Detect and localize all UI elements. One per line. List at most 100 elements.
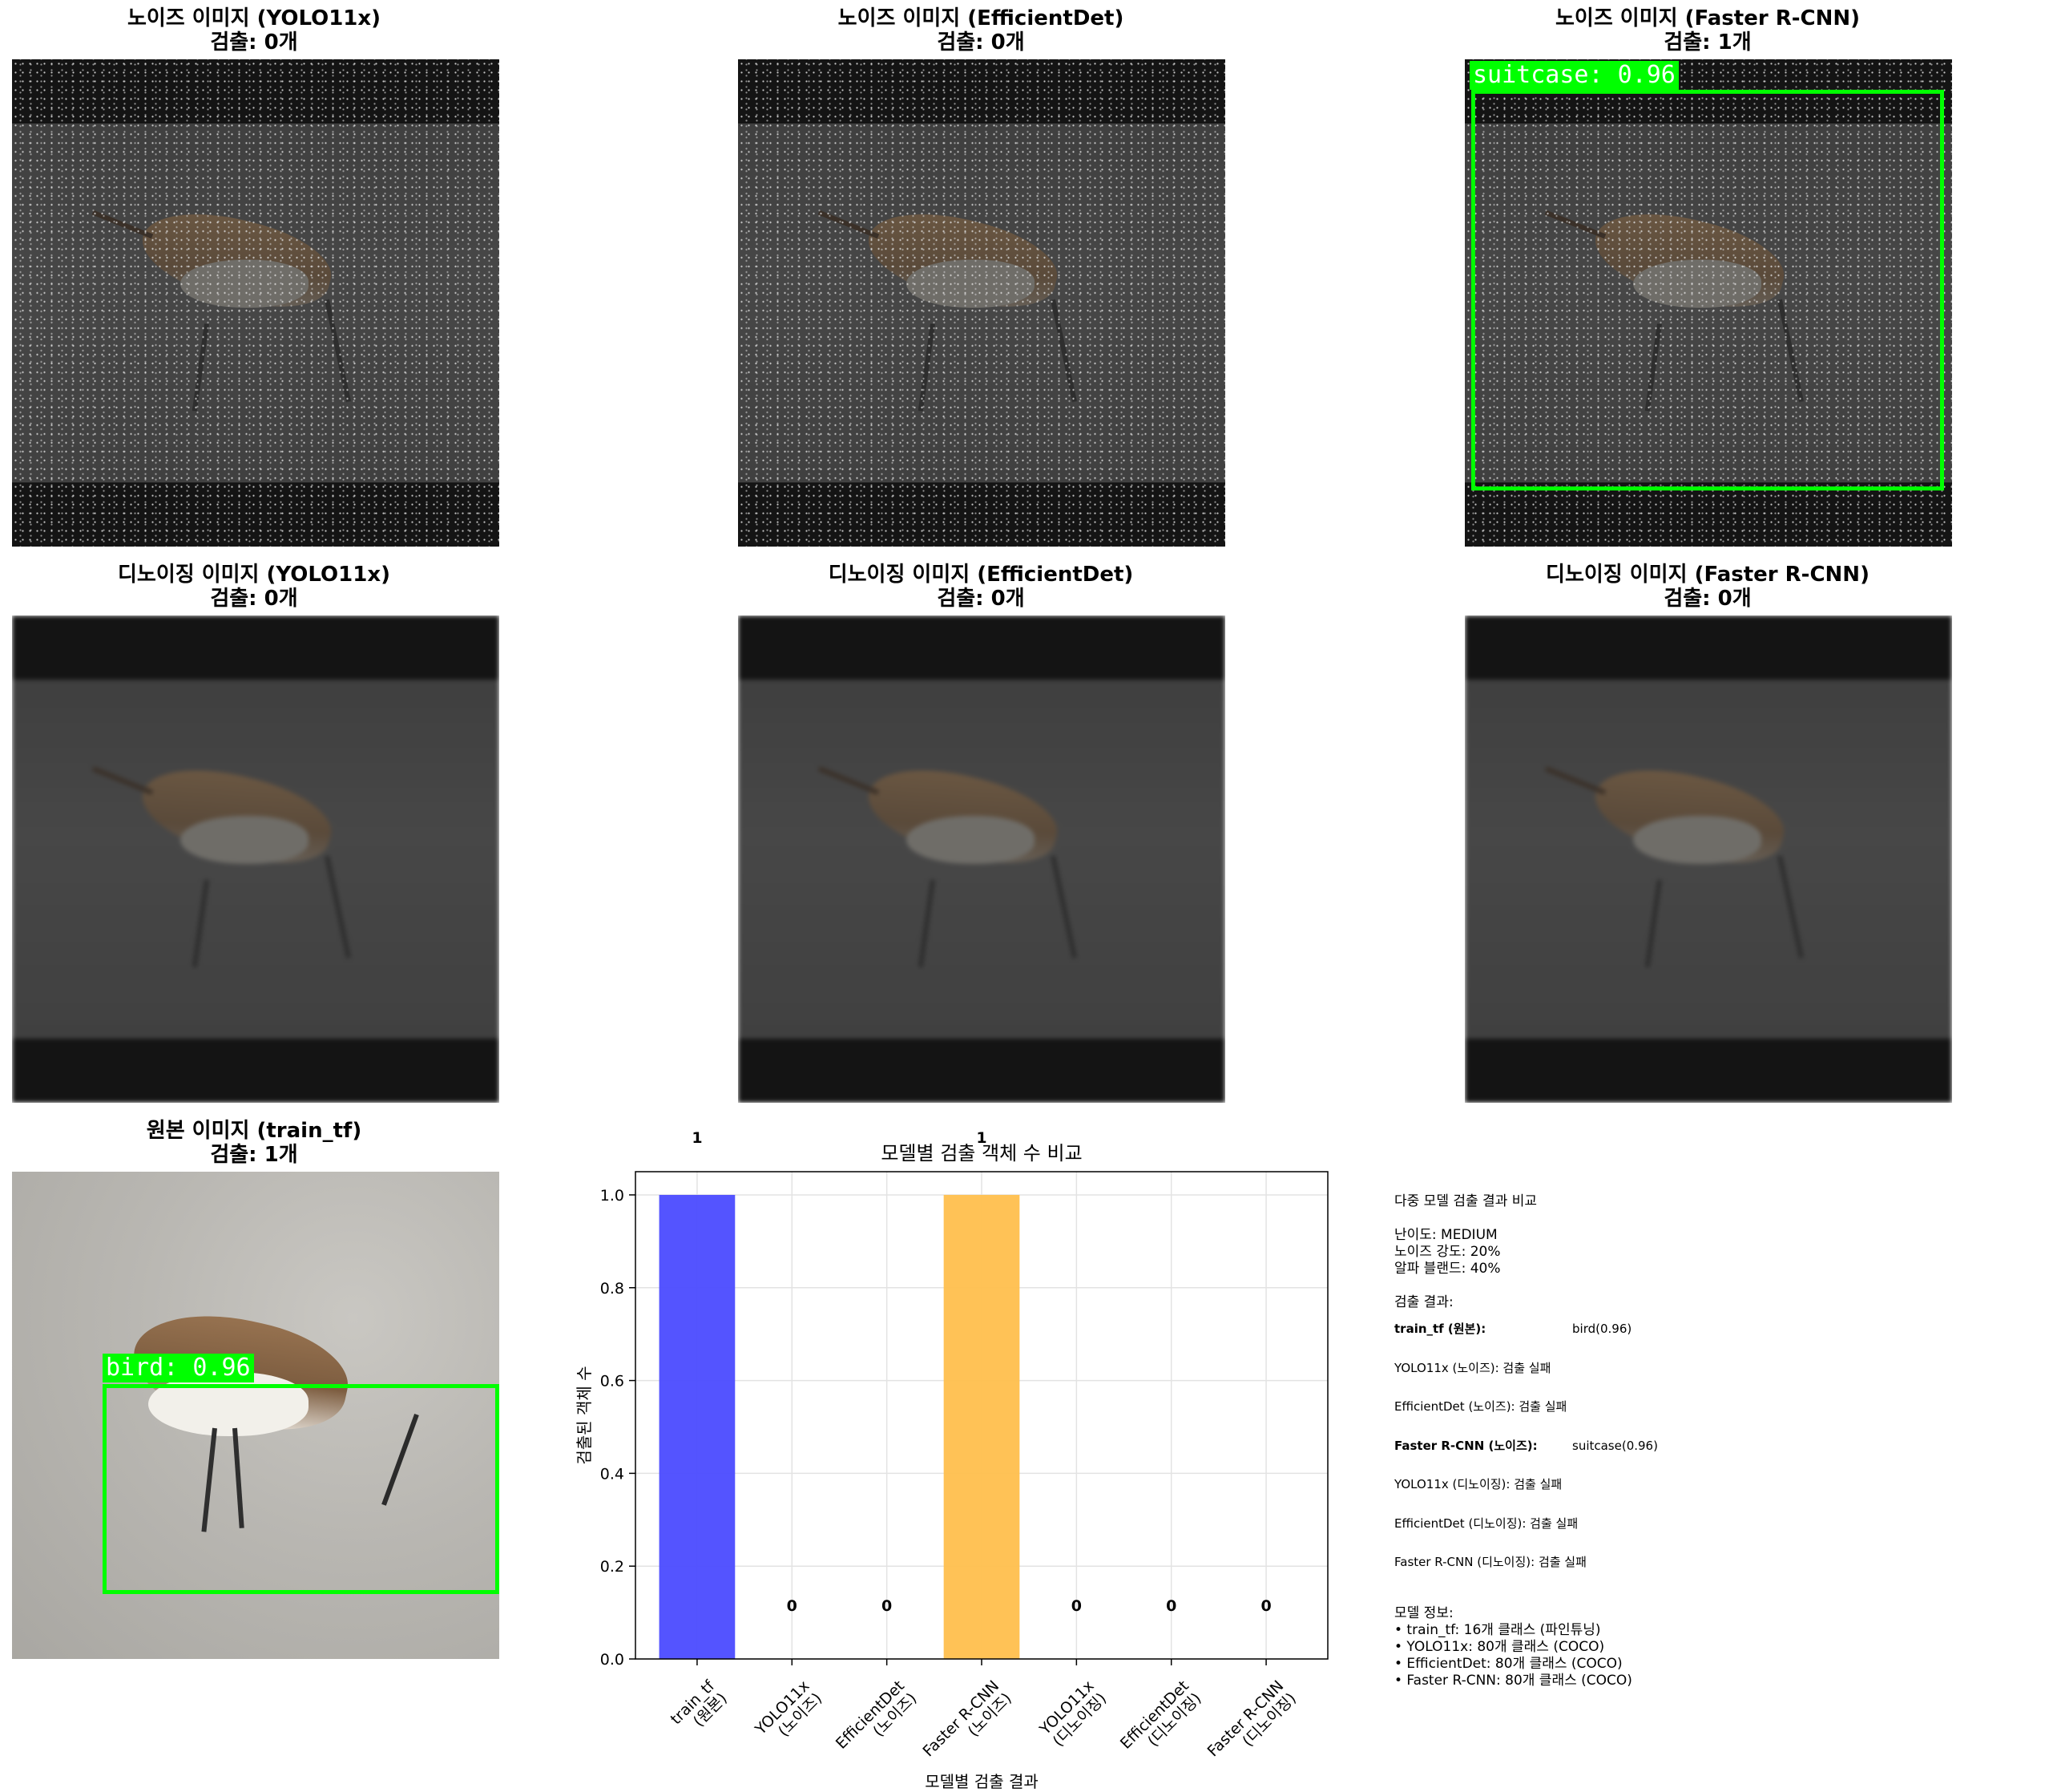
title-line: 노이즈 이미지 (Faster R-CNN) bbox=[1419, 6, 1996, 30]
x-tick-label-line: YOLO11x bbox=[1036, 1677, 1098, 1739]
y-tick-label: 0.4 bbox=[600, 1465, 624, 1483]
subtitle-line: 검출: 1개 bbox=[1419, 30, 1996, 54]
y-tick-label: 0.8 bbox=[600, 1280, 624, 1298]
subtitle-line: 검출: 1개 bbox=[0, 1143, 543, 1167]
info-difficulty: 난이도: MEDIUM bbox=[1394, 1227, 1498, 1244]
image-noise-efficientdet bbox=[738, 59, 1225, 547]
info-model-1: • YOLO11x: 80개 클래스 (COCO) bbox=[1394, 1639, 1604, 1656]
x-tick-label: EfficientDet(디노이징) bbox=[1117, 1677, 1205, 1766]
x-tick-label-line: (디노이징) bbox=[1239, 1689, 1299, 1750]
info-model-0: • train_tf: 16개 클래스 (파인튜닝) bbox=[1394, 1622, 1601, 1639]
info-model-2: • EfficientDet: 80개 클래스 (COCO) bbox=[1394, 1656, 1623, 1673]
bird-leg bbox=[1777, 855, 1804, 958]
x-tick-label-line: YOLO11x bbox=[752, 1677, 813, 1739]
info-result-value: bird(0.96) bbox=[1572, 1321, 1632, 1338]
bird-beak bbox=[1545, 766, 1606, 795]
info-heading: 다중 모델 검출 결과 비교 bbox=[1394, 1193, 1537, 1210]
bar bbox=[944, 1195, 1020, 1659]
x-tick-label: train_tf(원본) bbox=[668, 1677, 732, 1741]
panel-title-denoise-fasterrcnn: 디노이징 이미지 (Faster R-CNN) 검출: 0개 bbox=[1419, 563, 1996, 611]
image-noise-fasterrcnn: suitcase: 0.96 bbox=[1465, 59, 1952, 547]
info-result-label: Faster R-CNN (노이즈): bbox=[1394, 1438, 1538, 1455]
subtitle-line: 검출: 0개 bbox=[1419, 587, 1996, 611]
title-line: 디노이징 이미지 (Faster R-CNN) bbox=[1419, 563, 1996, 587]
panel-title-original: 원본 이미지 (train_tf) 검출: 1개 bbox=[0, 1119, 543, 1167]
title-line: 노이즈 이미지 (EfficientDet) bbox=[692, 6, 1269, 30]
bird-leg bbox=[192, 880, 209, 968]
bar-value-label: 0 bbox=[881, 1597, 892, 1615]
title-line: 노이즈 이미지 (YOLO11x) bbox=[0, 6, 543, 30]
x-tick-label-line: (노이즈) bbox=[869, 1689, 920, 1740]
x-tick-label: Faster R-CNN(디노이징) bbox=[1204, 1677, 1300, 1773]
chart-ylabel: 검출된 객체 수 bbox=[575, 1366, 594, 1464]
y-tick-label: 0.6 bbox=[600, 1373, 624, 1390]
info-model-heading: 모델 정보: bbox=[1394, 1605, 1454, 1622]
x-tick-label-line: Faster R-CNN bbox=[920, 1677, 1003, 1761]
letterbox-band bbox=[738, 1039, 1225, 1103]
info-result-label: EfficientDet (디노이징): 검출 실패 bbox=[1394, 1516, 1578, 1532]
bird-scene bbox=[12, 615, 499, 1103]
bar-value-label: 0 bbox=[787, 1597, 797, 1615]
info-result-label: EfficientDet (노이즈): 검출 실패 bbox=[1394, 1398, 1567, 1415]
panel-title-noise-yolo: 노이즈 이미지 (YOLO11x) 검출: 0개 bbox=[0, 6, 543, 54]
letterbox-band bbox=[12, 615, 499, 680]
detection-box-bird bbox=[103, 1384, 499, 1594]
bird-scene bbox=[738, 615, 1225, 1103]
x-tick-label-line: Faster R-CNN bbox=[1204, 1677, 1288, 1761]
bar-value-label: 0 bbox=[1166, 1597, 1176, 1615]
y-tick-label: 1.0 bbox=[600, 1187, 624, 1205]
panel-title-noise-efficientdet: 노이즈 이미지 (EfficientDet) 검출: 0개 bbox=[692, 6, 1269, 54]
subtitle-line: 검출: 0개 bbox=[692, 587, 1269, 611]
info-noise-strength: 노이즈 강도: 20% bbox=[1394, 1244, 1501, 1261]
x-tick-label-line: (디노이징) bbox=[1144, 1689, 1204, 1750]
letterbox-band bbox=[12, 1039, 499, 1103]
x-tick-label-line: (디노이징) bbox=[1050, 1689, 1110, 1750]
bird-beak bbox=[92, 766, 153, 795]
noise-overlay bbox=[738, 59, 1225, 547]
info-alpha-blend: 알파 블랜드: 40% bbox=[1394, 1261, 1501, 1277]
image-denoise-yolo bbox=[12, 615, 499, 1103]
subtitle-line: 검출: 0개 bbox=[0, 30, 543, 54]
bar bbox=[659, 1195, 736, 1659]
chart-bars: 1 0 0 1 0 0 0 bbox=[659, 1129, 1272, 1659]
x-tick-label: Faster R-CNN(노이즈) bbox=[920, 1677, 1015, 1773]
title-line: 디노이징 이미지 (EfficientDet) bbox=[692, 563, 1269, 587]
detection-box-suitcase bbox=[1471, 90, 1944, 490]
noise-overlay bbox=[12, 59, 499, 547]
bird-beak bbox=[818, 766, 879, 795]
bird-belly bbox=[180, 816, 309, 864]
info-results-heading: 검출 결과: bbox=[1394, 1294, 1454, 1311]
letterbox-band bbox=[738, 615, 1225, 680]
chart-grid bbox=[635, 1172, 1328, 1659]
bar-value-label: 0 bbox=[1260, 1597, 1271, 1615]
letterbox-band bbox=[1465, 615, 1952, 680]
detection-label-suitcase: suitcase: 0.96 bbox=[1470, 61, 1679, 90]
info-result-value: suitcase(0.96) bbox=[1572, 1438, 1658, 1455]
x-tick-label-line: EfficientDet bbox=[1117, 1677, 1192, 1753]
info-result-label: YOLO11x (노이즈): 검출 실패 bbox=[1394, 1360, 1551, 1377]
x-tick-label: YOLO11x(디노이징) bbox=[1036, 1677, 1110, 1751]
x-tick-label-line: (노이즈) bbox=[775, 1689, 825, 1740]
bird-belly bbox=[906, 816, 1035, 864]
bar-value-label: 0 bbox=[1071, 1597, 1082, 1615]
bird-leg bbox=[1645, 880, 1662, 968]
image-denoise-fasterrcnn bbox=[1465, 615, 1952, 1103]
image-denoise-efficientdet bbox=[738, 615, 1225, 1103]
panel-title-denoise-efficientdet: 디노이징 이미지 (EfficientDet) 검출: 0개 bbox=[692, 563, 1269, 611]
x-tick-label: YOLO11x(노이즈) bbox=[752, 1677, 825, 1751]
subtitle-line: 검출: 0개 bbox=[692, 30, 1269, 54]
info-model-3: • Faster R-CNN: 80개 클래스 (COCO) bbox=[1394, 1673, 1632, 1689]
info-result-label: Faster R-CNN (디노이징): 검출 실패 bbox=[1394, 1554, 1587, 1571]
bird-scene bbox=[1465, 615, 1952, 1103]
bird-leg bbox=[918, 880, 935, 968]
bird-belly bbox=[1633, 816, 1761, 864]
bar-value-label: 1 bbox=[976, 1129, 986, 1147]
letterbox-band bbox=[1465, 1039, 1952, 1103]
x-tick-label-line: (원본) bbox=[690, 1689, 731, 1730]
image-noise-yolo bbox=[12, 59, 499, 547]
title-line: 디노이징 이미지 (YOLO11x) bbox=[0, 563, 543, 587]
x-tick-label-line: (노이즈) bbox=[965, 1689, 1015, 1740]
panel-title-noise-fasterrcnn: 노이즈 이미지 (Faster R-CNN) 검출: 1개 bbox=[1419, 6, 1996, 54]
bar-value-label: 1 bbox=[692, 1129, 702, 1147]
